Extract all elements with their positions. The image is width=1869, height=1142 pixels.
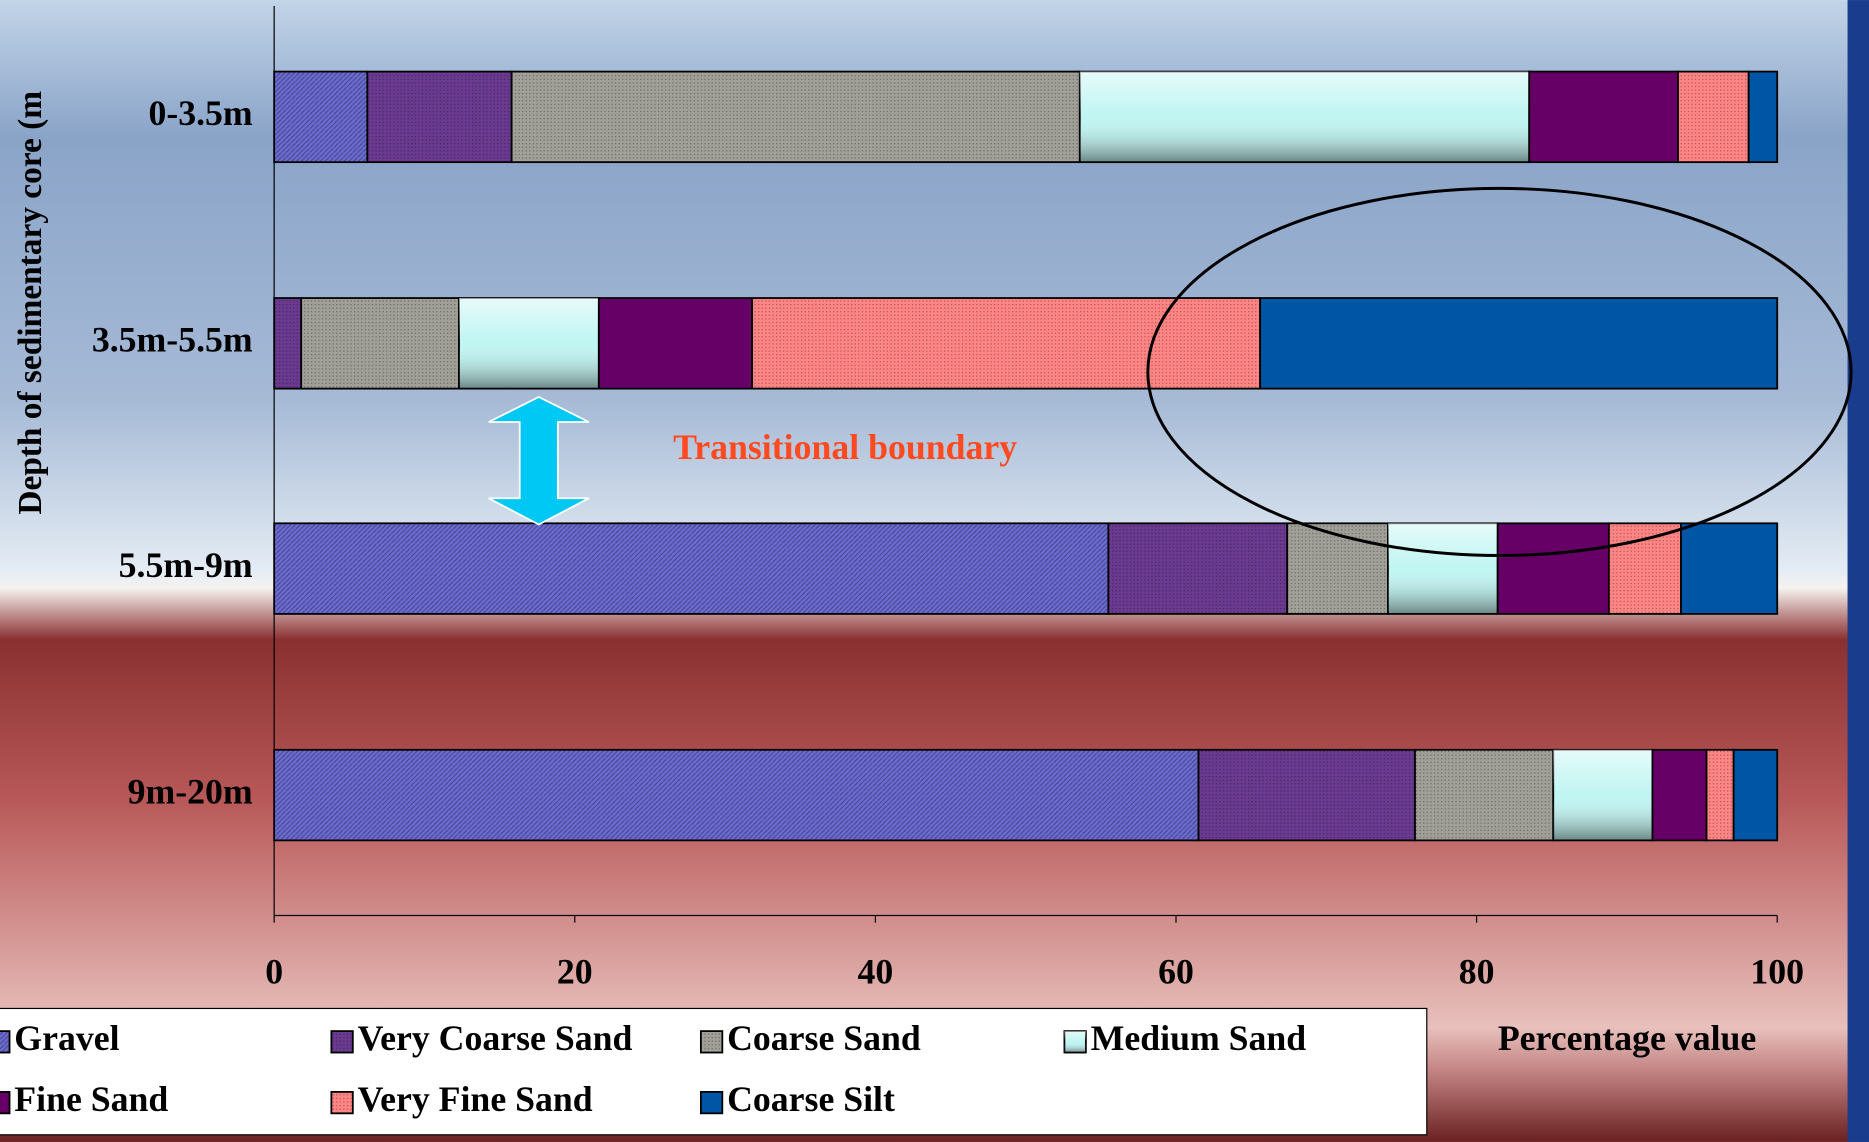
bar-segment (1747, 70, 1779, 164)
y-axis-label: Depth of sedimentary core (m (12, 91, 49, 515)
legend-label: Medium Sand (1091, 1018, 1307, 1058)
x-tick-label: 60 (1158, 951, 1194, 991)
legend-label: Very Coarse Sand (358, 1018, 633, 1058)
legend-texture (0, 1031, 10, 1053)
x-axis-label: Percentage value (1498, 1018, 1756, 1058)
bar-segment (1705, 748, 1735, 842)
y-tick-label: 9m-20m (128, 771, 253, 811)
legend-swatch (699, 1090, 724, 1115)
legend-label: Coarse Silt (727, 1079, 895, 1119)
bar-segment (1078, 70, 1531, 164)
legend-texture (331, 1031, 353, 1053)
bar-segment (273, 522, 1110, 615)
bar-segment (1680, 522, 1779, 615)
bar-segment (597, 297, 754, 390)
bar-segment (458, 297, 600, 390)
bar-segment (1197, 748, 1416, 842)
annotation: Transitional boundary (673, 427, 1017, 467)
highlight-ellipse (1146, 186, 1853, 557)
bar-segment (273, 748, 1200, 842)
legend-label: Very Fine Sand (358, 1079, 593, 1119)
x-tick-label: 100 (1750, 951, 1804, 991)
x-tick-label: 40 (858, 951, 894, 991)
y-tick-label: 5.5m-9m (119, 545, 253, 585)
bar-segment (1552, 748, 1654, 842)
legend-label: Coarse Sand (727, 1018, 921, 1058)
x-tick-label: 80 (1459, 951, 1495, 991)
bar-segment (1732, 748, 1779, 842)
bar-segment (1107, 522, 1289, 615)
bar-segment (1387, 522, 1499, 615)
bar-segment (510, 70, 1081, 164)
bar-segment (1607, 522, 1682, 615)
legend-texture (331, 1091, 353, 1114)
bar-segment (1496, 522, 1610, 615)
bar-segment (300, 297, 460, 390)
bar-segment (366, 70, 513, 164)
legend-label: Gravel (14, 1018, 119, 1058)
y-tick-label: 0-3.5m (148, 93, 252, 133)
bar-segment (1286, 522, 1389, 615)
legend-texture (700, 1031, 723, 1053)
bar-segment (1528, 70, 1679, 164)
double-arrow (488, 395, 590, 526)
bar-segment (1677, 70, 1750, 164)
bar-segment (1259, 297, 1779, 390)
bar-segment (751, 297, 1262, 390)
y-tick-label: 3.5m-5.5m (92, 320, 253, 360)
x-tick-label: 0 (265, 951, 283, 991)
side-stripe (1847, 0, 1869, 1142)
legend-texture (1064, 1031, 1086, 1053)
legend-swatch (0, 1090, 11, 1115)
bar-segment (1651, 748, 1708, 842)
bar-segment (273, 70, 369, 164)
x-tick-label: 20 (557, 951, 593, 991)
bar-segment (273, 297, 303, 390)
legend-label: Fine Sand (14, 1079, 168, 1119)
bar-segment (1414, 748, 1555, 842)
